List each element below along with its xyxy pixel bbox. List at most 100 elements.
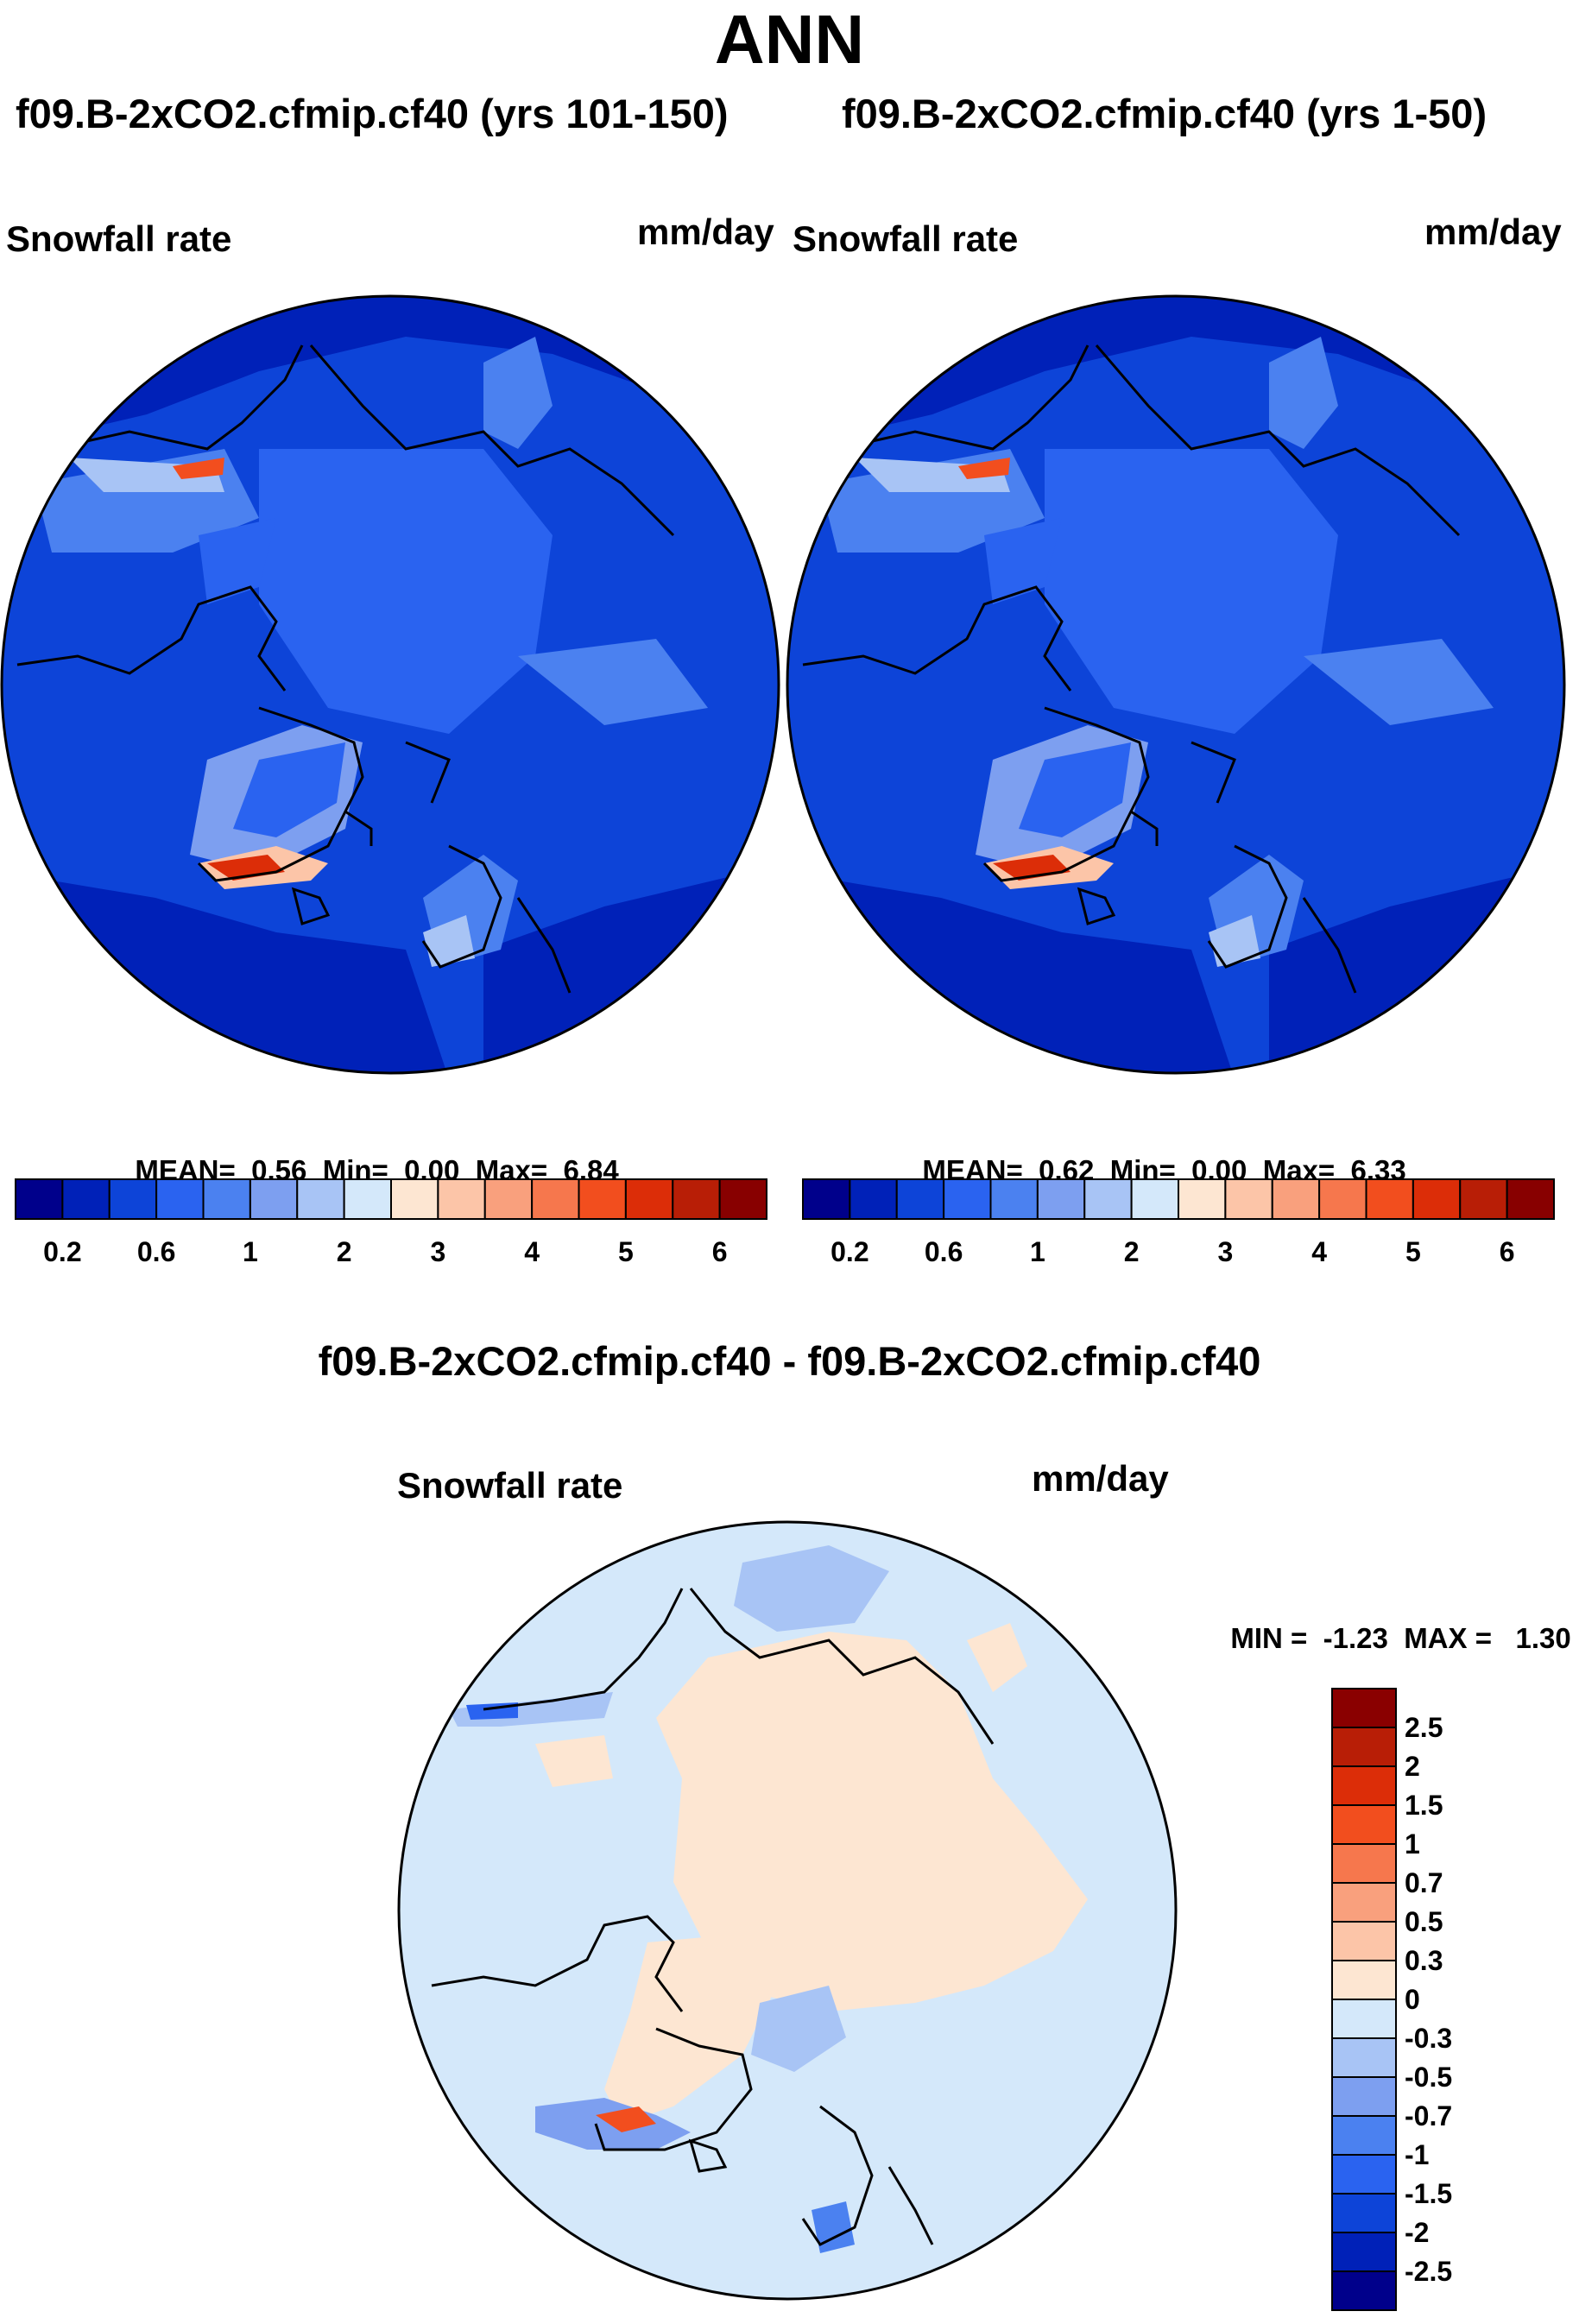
left-colorbar-tick-label: 0.2 — [43, 1236, 82, 1267]
right-colorbar-tick-label: 0.2 — [831, 1236, 869, 1267]
difference-colorbar-swatch — [1331, 2115, 1397, 2156]
left-colorbar-tick-label: 6 — [711, 1236, 728, 1267]
left-colorbar-tick-label: 5 — [617, 1236, 634, 1267]
difference-colorbar-tick-label: -0.3 — [1405, 2023, 1453, 2054]
difference-colorbar-swatch — [1331, 1882, 1397, 1923]
difference-case-title: f09.B-2xCO2.cfmip.cf40 - f09.B-2xCO2.cfm… — [318, 1338, 1261, 1384]
right-colorbar-tick-label: 4 — [1311, 1236, 1328, 1267]
diff-min-value: -1.23 — [1323, 1622, 1388, 1654]
left-panel-units: mm/day — [637, 212, 774, 252]
difference-colorbar-swatch — [1331, 1921, 1397, 1961]
difference-colorbar-tick-label: -2.5 — [1405, 2256, 1453, 2287]
right-colorbar — [802, 1178, 1555, 1220]
difference-colorbar-swatch — [1331, 1727, 1397, 1767]
left-colorbar — [15, 1178, 767, 1220]
difference-colorbar-tick-label: 2 — [1405, 1751, 1420, 1782]
left-colorbar-tick-label: 4 — [524, 1236, 540, 1267]
right-colorbar-swatch — [1178, 1178, 1227, 1220]
left-colorbar-swatch — [343, 1178, 392, 1220]
left-colorbar-swatch — [296, 1178, 345, 1220]
difference-variable: Snowfall rate — [397, 1465, 623, 1506]
left-colorbar-swatch — [672, 1178, 721, 1220]
right-colorbar-swatch — [1224, 1178, 1273, 1220]
right-colorbar-swatch — [1036, 1178, 1086, 1220]
right-colorbar-swatch — [943, 1178, 992, 1220]
left-colorbar-swatch — [61, 1178, 111, 1220]
right-colorbar-tick-label: 0.6 — [924, 1236, 963, 1267]
diff-max-label: MAX = — [1404, 1622, 1492, 1654]
left-colorbar-swatch — [718, 1178, 767, 1220]
difference-colorbar-swatch — [1331, 1804, 1397, 1845]
left-panel-stats: MEAN= 0.56 Min= 0.00 Max= 6.84 — [119, 1127, 618, 1184]
difference-colorbar-swatch — [1331, 2037, 1397, 2078]
difference-stats: MIN = -1.23 MAX = 1.30 — [1215, 1595, 1571, 1654]
right-colorbar-tick-label: 1 — [1029, 1236, 1045, 1267]
difference-colorbar-tick-label: 2.5 — [1405, 1712, 1443, 1743]
diff-min-label: MIN = — [1230, 1622, 1308, 1654]
left-colorbar-tick-label: 2 — [336, 1236, 352, 1267]
right-panel-stats: MEAN= 0.62 Min= 0.00 Max= 6.33 — [906, 1127, 1405, 1184]
left-colorbar-swatch — [531, 1178, 580, 1220]
right-colorbar-tick-label: 2 — [1123, 1236, 1140, 1267]
left-colorbar-tick-label: 1 — [242, 1236, 258, 1267]
right-colorbar-tick-label: 3 — [1217, 1236, 1234, 1267]
right-colorbar-swatch — [1271, 1178, 1321, 1220]
difference-colorbar-swatch — [1331, 1765, 1397, 1806]
right-colorbar-swatch — [802, 1178, 851, 1220]
difference-colorbar — [1331, 1688, 1397, 2311]
right-colorbar-swatch — [849, 1178, 898, 1220]
right-colorbar-swatch — [1318, 1178, 1367, 1220]
left-colorbar-swatch — [624, 1178, 674, 1220]
difference-colorbar-tick-label: -0.5 — [1405, 2062, 1453, 2093]
difference-colorbar-swatch — [1331, 2232, 1397, 2272]
difference-colorbar-tick-label: -1.5 — [1405, 2178, 1453, 2209]
right-panel-units: mm/day — [1424, 212, 1562, 252]
difference-colorbar-swatch — [1331, 1688, 1397, 1728]
right-panel-case-title: f09.B-2xCO2.cfmip.cf40 (yrs 1-50) — [842, 91, 1487, 136]
right-polar-map — [786, 294, 1566, 1075]
right-colorbar-swatch — [1365, 1178, 1414, 1220]
difference-colorbar-tick-label: 1 — [1405, 1828, 1420, 1860]
difference-colorbar-tick-label: 0 — [1405, 1984, 1420, 2015]
difference-colorbar-swatch — [1331, 1843, 1397, 1884]
right-colorbar-swatch — [1083, 1178, 1133, 1220]
right-colorbar-swatch — [1506, 1178, 1555, 1220]
left-colorbar-swatch — [15, 1178, 64, 1220]
difference-colorbar-swatch — [1331, 2076, 1397, 2117]
left-panel-case-title: f09.B-2xCO2.cfmip.cf40 (yrs 101-150) — [16, 91, 729, 136]
difference-colorbar-swatch — [1331, 2154, 1397, 2195]
left-panel-variable: Snowfall rate — [6, 218, 232, 259]
right-colorbar-swatch — [1459, 1178, 1508, 1220]
left-polar-map — [0, 294, 780, 1075]
right-colorbar-tick-label: 5 — [1405, 1236, 1421, 1267]
right-panel-variable: Snowfall rate — [793, 218, 1019, 259]
difference-colorbar-tick-label: 0.3 — [1405, 1945, 1443, 1976]
left-colorbar-tick-label: 0.6 — [136, 1236, 176, 1267]
difference-colorbar-tick-label: 1.5 — [1405, 1790, 1443, 1821]
left-colorbar-swatch — [437, 1178, 486, 1220]
difference-colorbar-swatch — [1331, 2193, 1397, 2233]
difference-colorbar-tick-label: -1 — [1405, 2139, 1430, 2170]
figure-title: ANN — [714, 1, 865, 78]
right-colorbar-swatch — [989, 1178, 1039, 1220]
diff-max-value: 1.30 — [1515, 1622, 1571, 1654]
right-colorbar-tick-label: 6 — [1499, 1236, 1515, 1267]
difference-colorbar-swatch — [1331, 2270, 1397, 2311]
right-colorbar-swatch — [1412, 1178, 1462, 1220]
difference-colorbar-swatch — [1331, 1999, 1397, 2039]
difference-colorbar-tick-label: 0.7 — [1405, 1867, 1443, 1898]
left-colorbar-swatch — [108, 1178, 158, 1220]
difference-colorbar-tick-label: -0.7 — [1405, 2100, 1453, 2131]
right-colorbar-swatch — [895, 1178, 945, 1220]
difference-colorbar-swatch — [1331, 1960, 1397, 2000]
left-colorbar-tick-label: 3 — [430, 1236, 446, 1267]
left-colorbar-swatch — [578, 1178, 627, 1220]
difference-colorbar-tick-label: 0.5 — [1405, 1906, 1443, 1937]
left-colorbar-swatch — [390, 1178, 439, 1220]
right-colorbar-swatch — [1130, 1178, 1179, 1220]
left-colorbar-swatch — [483, 1178, 534, 1220]
difference-units: mm/day — [1032, 1458, 1169, 1499]
difference-polar-map — [397, 1520, 1178, 2301]
left-colorbar-swatch — [249, 1178, 299, 1220]
left-colorbar-swatch — [202, 1178, 251, 1220]
